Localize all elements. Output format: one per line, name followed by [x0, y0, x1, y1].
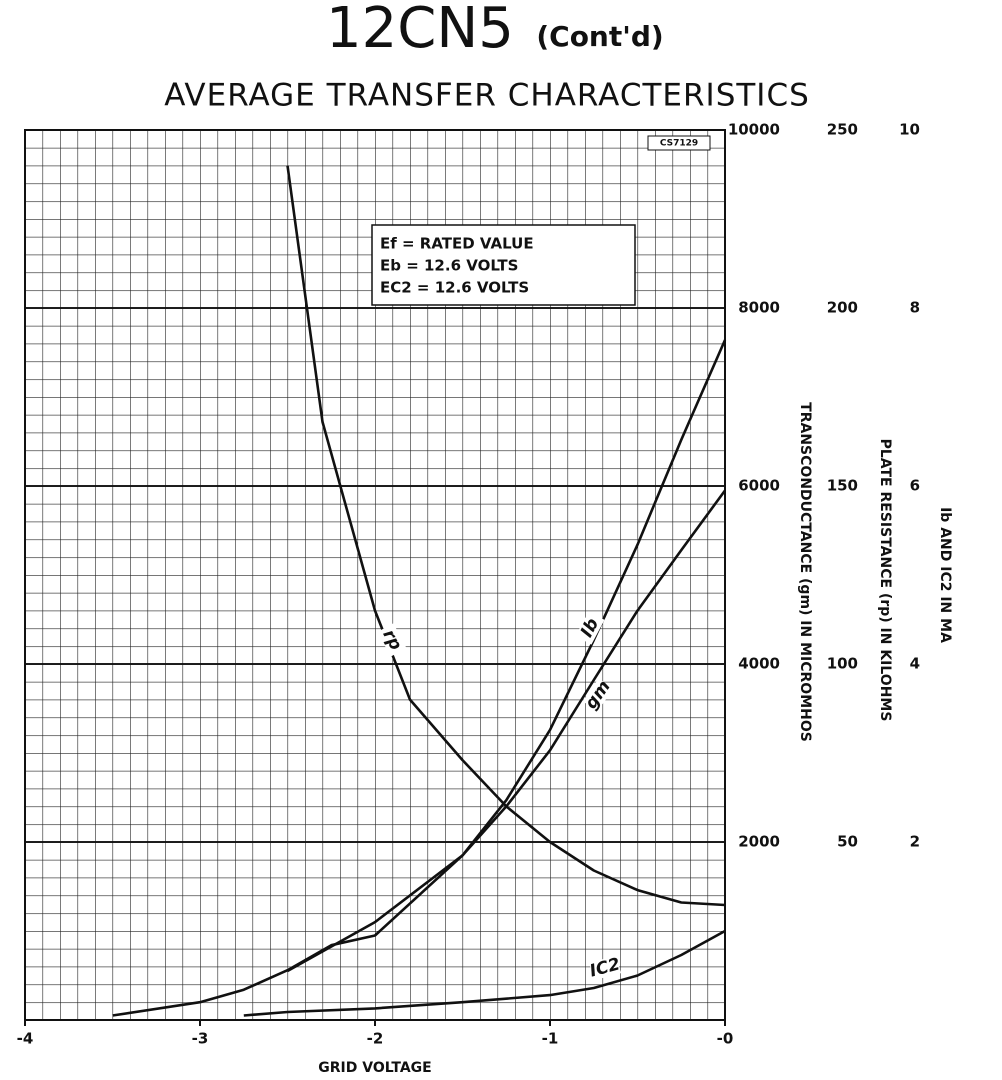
chart-subtitle: AVERAGE TRANSFER CHARACTERISTICS	[164, 78, 810, 114]
y3-tick-label: 8	[910, 299, 920, 317]
y2-tick-label: 150	[827, 477, 858, 495]
y3-tick-label: 2	[910, 833, 920, 851]
condition: Eb = 12.6 VOLTS	[380, 257, 518, 275]
x-tick-label: -3	[192, 1030, 209, 1048]
curve	[112, 489, 727, 1017]
y-tick-label: 4000	[738, 655, 780, 673]
y2-tick-label: 250	[827, 121, 858, 139]
y2-tick-label: 200	[827, 299, 858, 317]
y2-tick-label: 50	[837, 833, 858, 851]
y-tick-label: 6000	[738, 477, 780, 495]
curve-label-bg	[575, 611, 605, 645]
code-box	[647, 135, 711, 151]
y2-axis-label: PLATE RESISTANCE (rp) IN KILOHMS	[877, 439, 893, 722]
x-tick-label: -4	[17, 1030, 34, 1048]
curve	[286, 339, 727, 973]
chart-code: CS7129	[660, 139, 698, 149]
y3-tick-label: 10	[899, 121, 920, 139]
chart-title: 12CN5	[326, 0, 514, 61]
y3-tick-label: 6	[910, 477, 920, 495]
title-note: (Cont'd)	[536, 20, 663, 53]
x-tick-label: -1	[542, 1030, 559, 1048]
y-tick-label: 10000	[728, 121, 780, 139]
condition: Ef = RATED VALUE	[380, 235, 534, 253]
curve	[243, 929, 726, 1017]
y-tick-label: 2000	[738, 833, 780, 851]
x-tick-label: -0	[717, 1030, 734, 1048]
curve-label-bg	[377, 623, 407, 657]
y-axis-label: TRANSCONDUCTANCE (gm) IN MICROMHOS	[797, 402, 813, 742]
y-tick-label: 8000	[738, 299, 780, 317]
conditions-box	[371, 224, 636, 306]
y3-tick-label: 4	[910, 655, 920, 673]
condition: EC2 = 12.6 VOLTS	[380, 279, 529, 297]
curve-label-bg	[582, 678, 614, 712]
curve-label-bg	[589, 955, 621, 981]
y3-axis-label: Ib AND IC2 IN MA	[937, 507, 953, 643]
y2-tick-label: 100	[827, 655, 858, 673]
x-tick-label: -2	[367, 1030, 384, 1048]
x-axis-label: GRID VOLTAGE	[318, 1060, 431, 1076]
